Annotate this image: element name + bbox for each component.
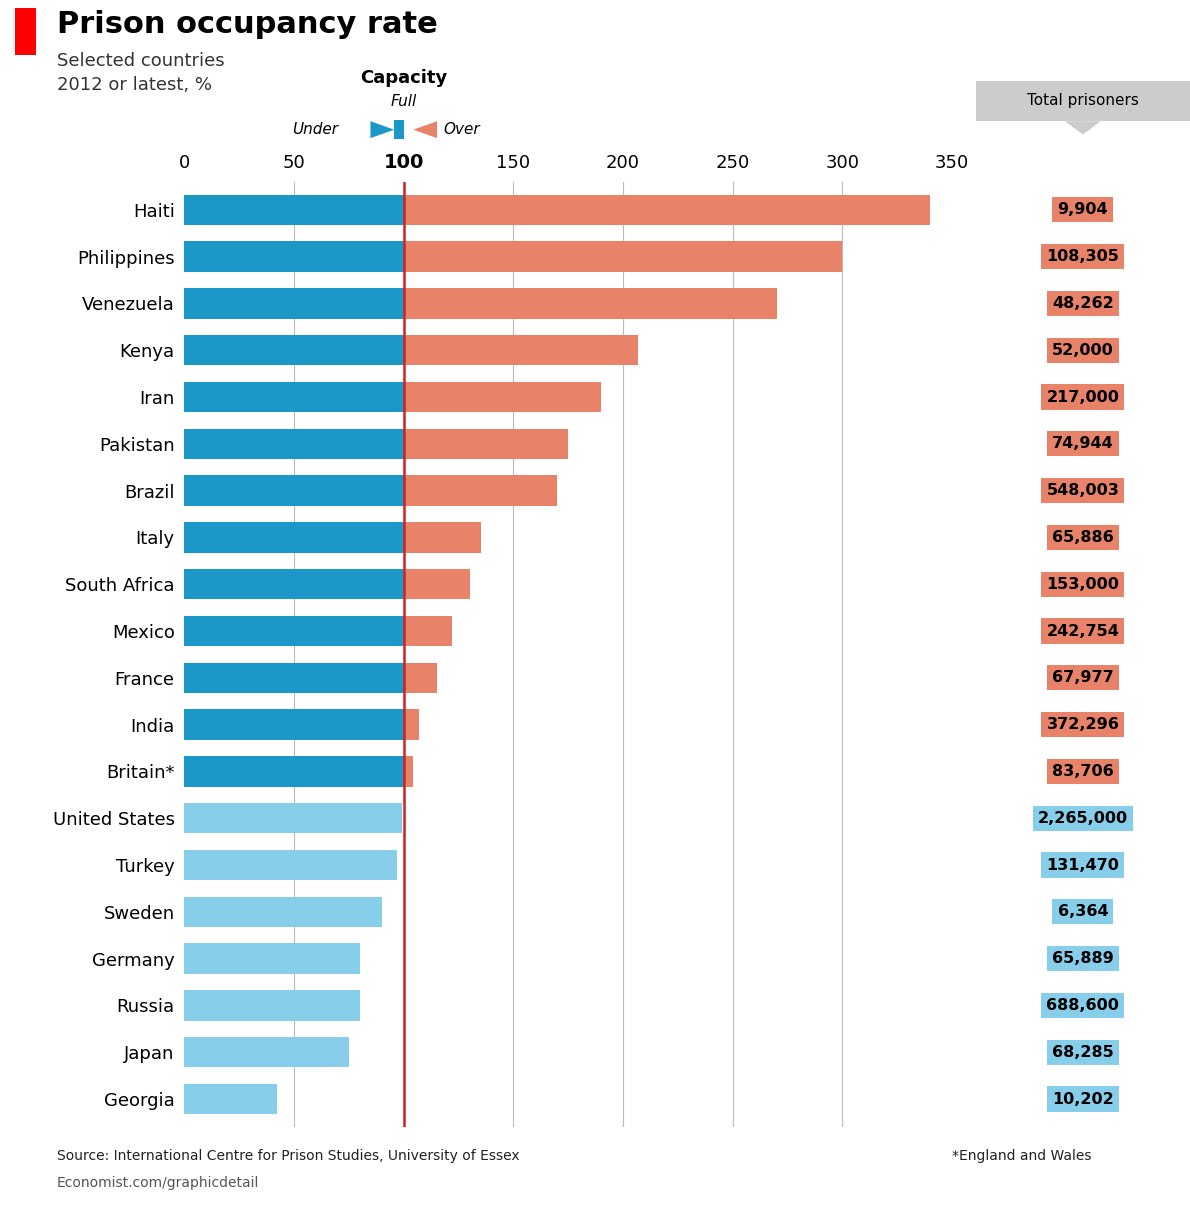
Bar <box>184 616 403 646</box>
Text: 242,754: 242,754 <box>1046 624 1120 639</box>
Text: Total prisoners: Total prisoners <box>1027 93 1139 108</box>
Text: 65,889: 65,889 <box>1052 951 1114 966</box>
Bar <box>184 990 359 1021</box>
Bar <box>184 1084 276 1114</box>
Text: 83,706: 83,706 <box>1052 764 1114 779</box>
Bar <box>184 756 403 787</box>
Text: Prison occupancy rate: Prison occupancy rate <box>57 10 438 39</box>
Text: *England and Wales: *England and Wales <box>952 1149 1091 1164</box>
Bar <box>403 241 843 271</box>
Text: 67,977: 67,977 <box>1052 670 1114 685</box>
Bar <box>184 943 359 974</box>
Text: 2,265,000: 2,265,000 <box>1038 811 1128 825</box>
Polygon shape <box>413 121 437 138</box>
Text: 217,000: 217,000 <box>1046 389 1120 405</box>
Bar <box>403 475 557 505</box>
Text: Selected countries: Selected countries <box>57 52 225 70</box>
Bar <box>403 335 638 366</box>
Text: 52,000: 52,000 <box>1052 343 1114 358</box>
FancyBboxPatch shape <box>976 81 1190 121</box>
Bar <box>184 663 403 693</box>
Text: Source: International Centre for Prison Studies, University of Essex: Source: International Centre for Prison … <box>57 1149 520 1164</box>
Text: Under: Under <box>293 122 338 137</box>
Bar <box>403 522 481 553</box>
Bar <box>184 804 401 834</box>
Text: 372,296: 372,296 <box>1046 718 1120 732</box>
Text: 548,003: 548,003 <box>1046 484 1120 498</box>
Text: Capacity: Capacity <box>361 69 447 87</box>
Bar <box>403 709 419 739</box>
Text: 10,202: 10,202 <box>1052 1092 1114 1107</box>
Text: Over: Over <box>443 122 480 137</box>
Bar <box>403 756 413 787</box>
Text: 688,600: 688,600 <box>1046 997 1120 1013</box>
Bar <box>403 570 470 600</box>
Text: Full: Full <box>390 95 416 109</box>
Bar <box>184 850 397 880</box>
Text: 9,904: 9,904 <box>1058 202 1108 217</box>
Bar <box>184 429 403 459</box>
Bar <box>403 429 569 459</box>
Bar <box>184 709 403 739</box>
Text: 153,000: 153,000 <box>1046 577 1120 591</box>
Text: 68,285: 68,285 <box>1052 1045 1114 1059</box>
Bar <box>403 382 601 412</box>
Bar <box>184 195 403 225</box>
Bar <box>184 522 403 553</box>
Text: 2012 or latest, %: 2012 or latest, % <box>57 76 212 95</box>
Polygon shape <box>1065 121 1101 135</box>
Bar <box>403 195 931 225</box>
Bar <box>403 288 777 319</box>
Bar <box>403 616 452 646</box>
Text: 108,305: 108,305 <box>1046 250 1120 264</box>
Text: Economist.com/graphicdetail: Economist.com/graphicdetail <box>57 1176 259 1190</box>
Bar <box>184 335 403 366</box>
Text: 74,944: 74,944 <box>1052 436 1114 451</box>
Polygon shape <box>370 121 394 138</box>
Text: 6,364: 6,364 <box>1058 904 1108 920</box>
Text: 48,262: 48,262 <box>1052 296 1114 311</box>
Bar <box>184 288 403 319</box>
Bar <box>184 382 403 412</box>
Bar <box>184 475 403 505</box>
Bar <box>184 570 403 600</box>
Bar <box>184 1037 349 1068</box>
Text: 65,886: 65,886 <box>1052 530 1114 545</box>
Bar <box>403 663 437 693</box>
Bar <box>184 241 403 271</box>
FancyBboxPatch shape <box>394 120 403 139</box>
Text: 131,470: 131,470 <box>1046 858 1120 873</box>
Bar <box>184 897 382 927</box>
